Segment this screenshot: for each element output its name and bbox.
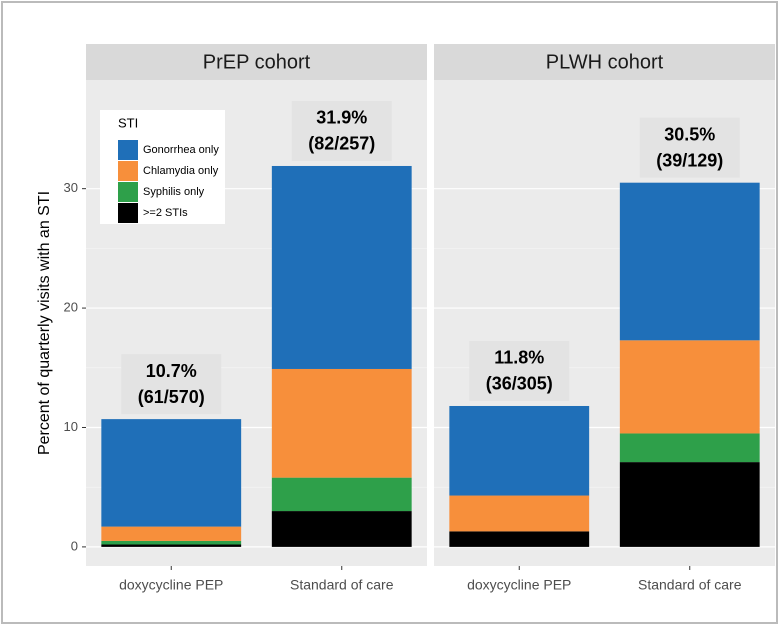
y-tick-label: 10 [64,419,78,434]
bar-segment [271,368,412,478]
y-tick-label: 30 [64,180,78,195]
total-label: (36/305) [486,374,553,394]
legend-key [118,140,138,160]
total-label: (82/257) [308,134,375,154]
legend-label: Syphilis only [143,186,205,198]
legend-key [118,161,138,181]
legend-label: Chlamydia only [143,165,219,177]
bar-segment [619,433,760,463]
strip [434,44,775,80]
bar-segment [449,495,590,532]
total-label-box [469,340,570,401]
bar-segment [101,419,242,527]
total-label-box [639,117,740,178]
bar-segment [101,540,242,545]
y-tick-label: 0 [71,538,78,553]
bar-segment [101,526,242,541]
facet-title: PLWH cohort [546,51,664,73]
total-label: 11.8% [494,348,544,368]
facet-title: PrEP cohort [203,51,311,73]
total-label: 31.9% [316,108,367,128]
bar-segment [271,511,412,547]
strip [86,44,427,80]
bar-segment [619,462,760,547]
bar-segment [619,340,760,434]
bar-segment [619,182,760,341]
legend-key [118,182,138,202]
total-label-box [291,100,392,161]
bar-segment [449,531,590,547]
total-label: 10.7% [146,361,197,381]
x-tick-label: Standard of care [290,577,394,593]
y-axis-label: Percent of quarterly visits with an STI [36,191,53,455]
bar-segment [101,544,242,547]
x-tick-label: doxycycline PEP [467,577,571,593]
bar-segment [271,165,412,369]
x-tick-label: Standard of care [638,577,742,593]
y-tick-label: 20 [64,300,78,315]
legend-title: STI [118,115,138,130]
total-label: (61/570) [138,387,205,407]
total-label: (39/129) [656,150,723,170]
bar-segment [449,405,590,496]
legend-key [118,203,138,223]
legend-label: >=2 STIs [143,207,188,219]
x-tick-label: doxycycline PEP [119,577,223,593]
legend-label: Gonorrhea only [143,144,219,156]
total-label: 30.5% [664,124,715,144]
total-label-box [121,354,222,415]
bar-segment [271,477,412,512]
